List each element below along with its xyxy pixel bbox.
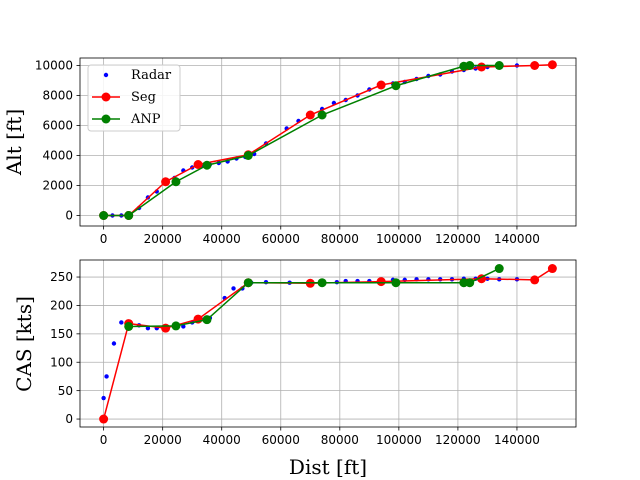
altitude-y-tick-label: 10000 xyxy=(35,59,73,73)
cas-seg-point xyxy=(530,275,540,285)
altitude-y-tick-label: 0 xyxy=(65,209,73,223)
altitude-x-tick-label: 140000 xyxy=(494,232,540,246)
altitude-seg-point xyxy=(193,160,203,169)
altitude-y-tick-label: 2000 xyxy=(42,179,73,193)
cas-radar-point xyxy=(111,341,117,346)
altitude-seg-point xyxy=(376,80,386,90)
altitude-y-tick-label: 4000 xyxy=(42,149,73,163)
altitude-ticks: 0 20000 40000 60000 80000 100000 120000 140000 0… xyxy=(35,59,540,246)
cas-y-axis-label: CAS [kts] xyxy=(12,296,36,392)
cas-x-tick-label: 100000 xyxy=(376,433,422,447)
altitude-x-tick-label: 20000 xyxy=(144,232,182,246)
cas-seg-point xyxy=(376,277,386,287)
altitude-anp-point xyxy=(494,61,504,70)
cas-ticks: 0 20000 40000 60000 80000 100000 120000 140000 0… xyxy=(50,270,540,447)
cas-y-tick-label: 200 xyxy=(50,299,73,313)
legend-radar-marker xyxy=(103,72,109,78)
altitude-anp-point xyxy=(124,211,134,220)
altitude-x-tick-label: 100000 xyxy=(376,232,422,246)
cas-seg-point xyxy=(99,414,109,424)
cas-y-tick-label: 250 xyxy=(50,270,73,284)
cas-radar-point xyxy=(231,286,236,291)
altitude-y-axis-label: Alt [ft] xyxy=(2,109,26,176)
cas-seg-point xyxy=(547,264,557,274)
cas-radar-point xyxy=(145,325,151,331)
cas-anp-point xyxy=(124,321,134,331)
altitude-anp-point xyxy=(243,151,253,160)
legend-seg-label: Seg xyxy=(131,90,156,105)
cas-anp-point xyxy=(494,264,504,274)
cas-x-tick-label: 40000 xyxy=(203,433,241,447)
altitude-x-tick-label: 80000 xyxy=(321,232,359,246)
altitude-y-tick-label: 6000 xyxy=(42,119,73,133)
cas-seg-line xyxy=(102,267,553,420)
altitude-seg-line xyxy=(103,64,553,217)
altitude-seg-point xyxy=(530,61,540,70)
legend: Radar Seg ANP xyxy=(87,64,181,132)
cas-anp-point xyxy=(391,278,401,288)
legend-box xyxy=(87,64,181,132)
cas-anp-point xyxy=(171,321,181,331)
cas-anp-point xyxy=(243,278,253,288)
cas-series xyxy=(99,264,557,424)
cas-x-tick-label: 120000 xyxy=(435,433,481,447)
legend-radar-label: Radar xyxy=(131,68,172,83)
cas-panel: 0 20000 40000 60000 80000 100000 120000 140000 0… xyxy=(12,259,577,479)
cas-radar-point xyxy=(104,374,109,379)
cas-y-tick-label: 50 xyxy=(58,384,73,398)
altitude-anp-point xyxy=(465,61,475,70)
altitude-seg-point xyxy=(547,60,557,70)
cas-y-tick-label: 150 xyxy=(50,327,73,341)
legend-seg-marker xyxy=(101,92,111,102)
altitude-x-tick-label: 0 xyxy=(100,232,108,246)
cas-anp-point xyxy=(202,315,212,325)
cas-x-tick-label: 20000 xyxy=(144,433,182,447)
cas-y-tick-label: 0 xyxy=(65,412,73,426)
altitude-anp-point xyxy=(391,81,401,91)
cas-x-tick-label: 140000 xyxy=(494,433,540,447)
altitude-x-tick-label: 120000 xyxy=(435,232,481,246)
altitude-y-tick-label: 8000 xyxy=(42,89,73,103)
cas-radar-point xyxy=(101,395,106,401)
cas-grid xyxy=(80,260,576,427)
legend-anp-marker xyxy=(101,114,111,124)
altitude-anp-point xyxy=(202,160,212,170)
altitude-anp-point xyxy=(99,211,109,220)
cas-x-tick-label: 0 xyxy=(100,433,108,447)
altitude-plot-frame xyxy=(79,57,577,227)
cas-x-tick-label: 60000 xyxy=(262,433,300,447)
cas-y-tick-label: 100 xyxy=(50,355,73,369)
cas-plot-frame xyxy=(79,259,577,428)
cas-seg-point xyxy=(161,323,171,333)
altitude-x-tick-label: 60000 xyxy=(262,232,300,246)
altitude-seg-point xyxy=(161,177,171,187)
altitude-anp-point xyxy=(171,177,181,187)
legend-anp-label: ANP xyxy=(130,112,161,127)
altitude-seg-point xyxy=(477,62,487,72)
cas-anp-point xyxy=(465,278,475,288)
cas-x-axis-label: Dist [ft] xyxy=(289,455,367,479)
altitude-x-tick-label: 40000 xyxy=(203,232,241,246)
altitude-anp-point xyxy=(317,110,327,120)
altitude-series xyxy=(99,60,557,220)
altitude-seg-point xyxy=(305,110,315,120)
cas-radar-point xyxy=(119,320,124,325)
cas-x-tick-label: 80000 xyxy=(321,433,359,447)
cas-anp-point xyxy=(317,278,327,288)
